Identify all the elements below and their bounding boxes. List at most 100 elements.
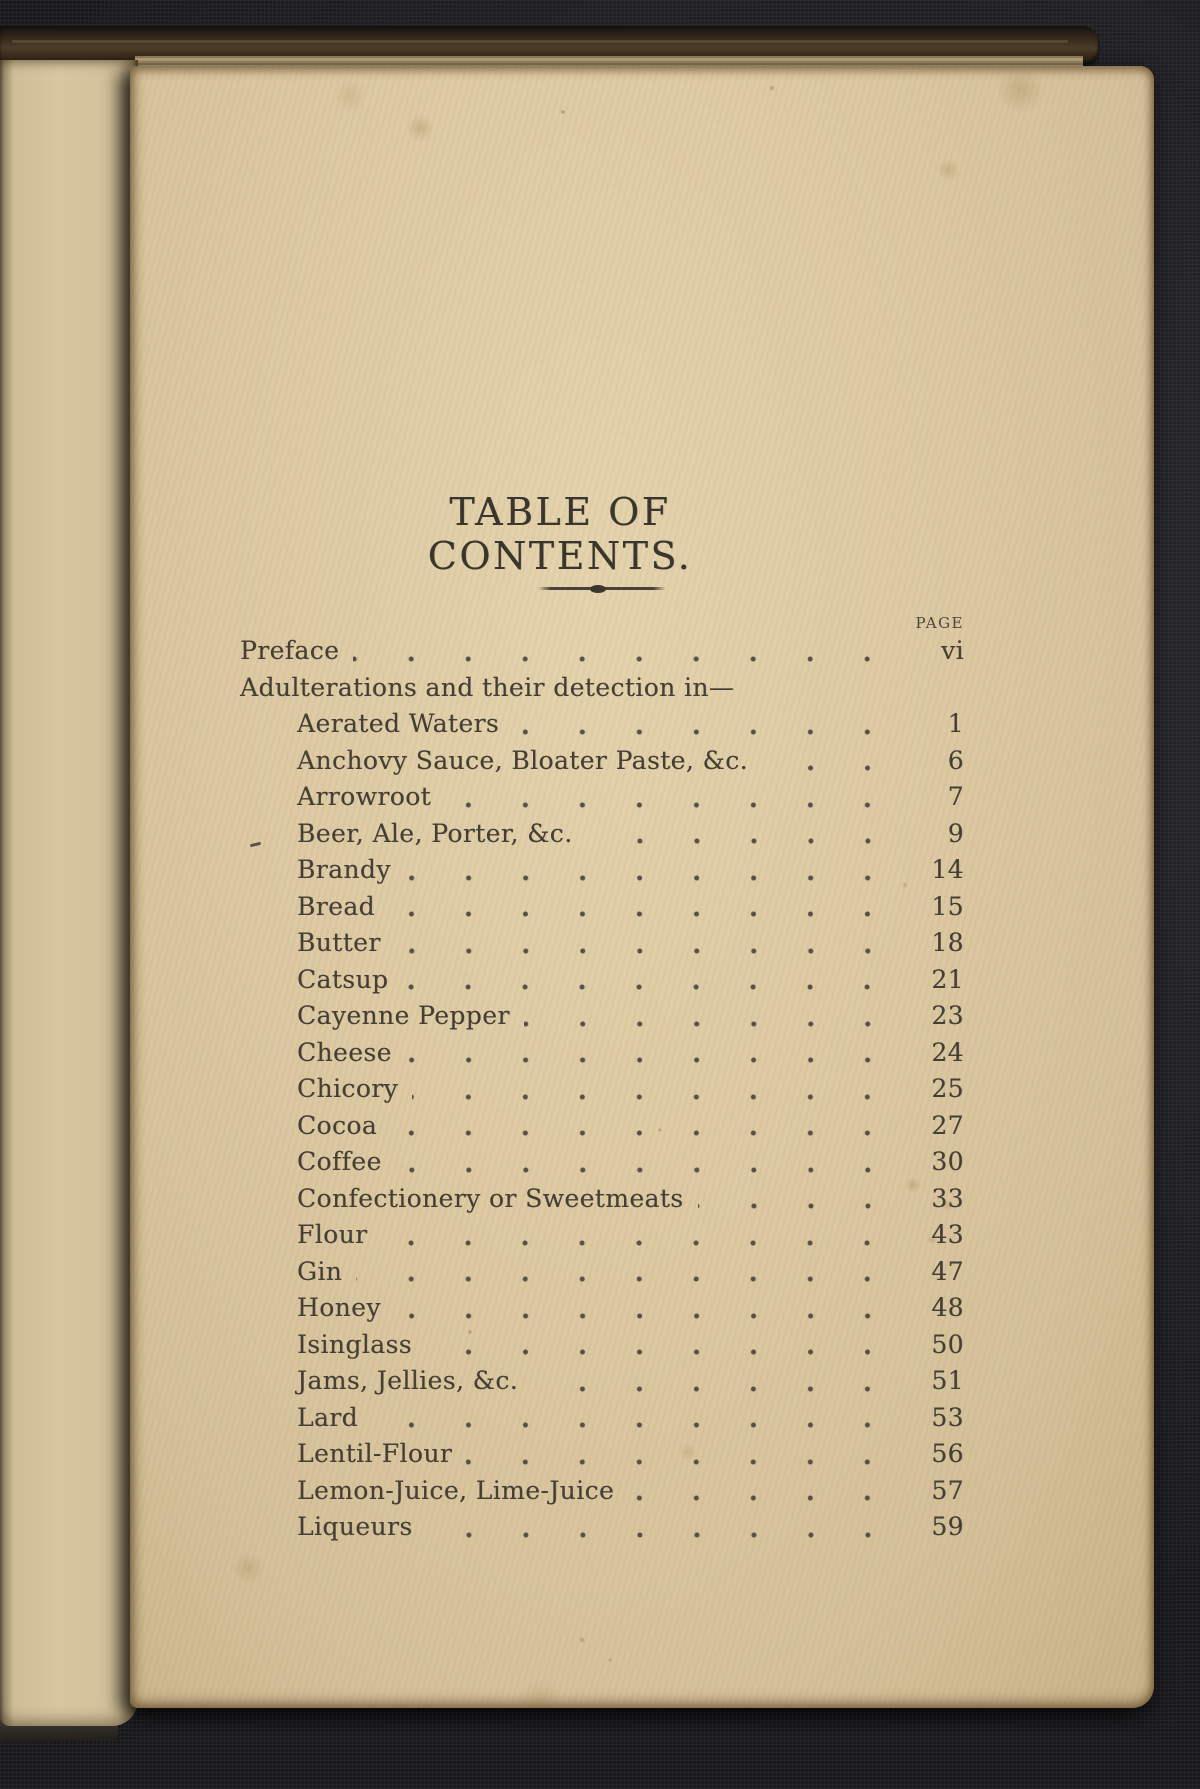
toc-leader-dots bbox=[426, 1509, 902, 1546]
toc-entry-label: Flour bbox=[297, 1220, 368, 1249]
toc-entry-label: Cocoa bbox=[297, 1110, 378, 1140]
toc-row: Jams, Jellies, &c. 51 bbox=[240, 1363, 964, 1400]
toc-leader-dots bbox=[402, 961, 902, 998]
toc-leader-dots bbox=[697, 1180, 902, 1217]
toc-entry-label: Lard bbox=[297, 1402, 359, 1432]
toc-leader-dots bbox=[381, 1217, 902, 1254]
toc-page-number: 57 bbox=[931, 1475, 964, 1505]
toc-page-number: 1 bbox=[947, 709, 964, 738]
toc-leader-dots bbox=[761, 742, 902, 779]
toc-page-number: 9 bbox=[947, 818, 964, 848]
toc-row: Confectionery or Sweetmeats 33 bbox=[240, 1180, 964, 1217]
toc-row: Lentil-Flour 56 bbox=[240, 1436, 964, 1473]
toc-row: Coffee 30 bbox=[240, 1144, 964, 1181]
toc-page-number: 25 bbox=[931, 1074, 964, 1103]
toc-leader-dots bbox=[513, 706, 902, 743]
toc-page-number: 27 bbox=[931, 1110, 964, 1140]
toc-row-preface: Preface vi bbox=[240, 633, 964, 670]
toc-row: Flour 43 bbox=[240, 1217, 964, 1254]
toc-page-number: 51 bbox=[931, 1366, 964, 1395]
toc-leader-dots bbox=[445, 779, 902, 816]
toc-entry-label: Preface bbox=[240, 636, 340, 665]
toc-row: Cheese 24 bbox=[240, 1034, 964, 1071]
toc-leader-dots bbox=[532, 1363, 902, 1400]
toc-row: Lemon-Juice, Lime-Juice 57 bbox=[240, 1472, 964, 1509]
toc-entry-label: Coffee bbox=[297, 1147, 382, 1176]
toc-entry-label: Bread bbox=[297, 891, 376, 921]
toc-row: Beer, Ale, Porter, &c. 9 bbox=[240, 815, 964, 852]
toc-row: Gin 47 bbox=[240, 1253, 964, 1290]
toc-entry-label: Cayenne Pepper bbox=[297, 1001, 510, 1030]
toc-leader-dots bbox=[586, 815, 902, 852]
toc-page-number: 59 bbox=[931, 1512, 964, 1541]
toc-section-heading: Adulterations and their detection in— bbox=[240, 672, 735, 702]
toc-page-number: 6 bbox=[947, 745, 964, 775]
toc-page-number: 14 bbox=[931, 855, 964, 884]
toc-entry-label: Isinglass bbox=[297, 1329, 412, 1359]
toc-row: Isinglass 50 bbox=[240, 1326, 964, 1363]
toc-row: Brandy 14 bbox=[240, 852, 964, 889]
toc-entry-label: Catsup bbox=[297, 964, 389, 994]
toc-page-number: 53 bbox=[931, 1402, 964, 1432]
toc-entry-label: Chicory bbox=[297, 1074, 399, 1103]
divider-ornament bbox=[538, 584, 666, 593]
toc-entry-label: Honey bbox=[297, 1293, 381, 1322]
toc-leader-dots bbox=[628, 1472, 902, 1509]
toc-leader-dots bbox=[394, 925, 902, 962]
toc-entry-label: Anchovy Sauce, Bloater Paste, &c. bbox=[297, 745, 748, 775]
toc-list: Preface vi Adulterations and their detec… bbox=[240, 633, 964, 1546]
toc-row: Anchovy Sauce, Bloater Paste, &c. 6 bbox=[240, 742, 964, 779]
toc-page-number: 43 bbox=[931, 1220, 964, 1249]
toc-leader-dots bbox=[372, 1399, 902, 1436]
toc-page-number: 7 bbox=[947, 782, 964, 811]
toc-entry-label: Arrowroot bbox=[297, 782, 432, 811]
toc-row: Liqueurs 59 bbox=[240, 1509, 964, 1546]
toc-entry-label: Butter bbox=[297, 928, 381, 957]
toc-entry-label: Lentil-Flour bbox=[297, 1439, 453, 1468]
toc-leader-dots bbox=[404, 852, 902, 889]
toc-row: Catsup 21 bbox=[240, 961, 964, 998]
toc-leader-dots bbox=[356, 1253, 902, 1290]
toc-leader-dots bbox=[389, 888, 902, 925]
toc-leader-dots bbox=[425, 1326, 902, 1363]
toc-entry-label: Beer, Ale, Porter, &c. bbox=[297, 818, 573, 848]
toc-row: Bread 15 bbox=[240, 888, 964, 925]
toc-entry-label: Jams, Jellies, &c. bbox=[297, 1366, 519, 1395]
toc-leader-dots bbox=[523, 998, 902, 1035]
toc-leader-dots bbox=[353, 633, 902, 670]
toc-page-number: 48 bbox=[931, 1293, 964, 1322]
toc-row: Butter 18 bbox=[240, 925, 964, 962]
toc-entry-label: Cheese bbox=[297, 1037, 392, 1067]
toc-leader-dots bbox=[466, 1436, 902, 1473]
toc-row: Cayenne Pepper 23 bbox=[240, 998, 964, 1035]
toc-page-number: 24 bbox=[931, 1037, 964, 1067]
flyleaf-page-edge bbox=[0, 60, 138, 1726]
page-title: TABLE OF CONTENTS. bbox=[427, 490, 693, 578]
toc-page-number: 15 bbox=[931, 891, 964, 921]
toc-entry-label: Gin bbox=[297, 1256, 343, 1286]
toc-row: Arrowroot 7 bbox=[240, 779, 964, 816]
toc-page-number: 47 bbox=[931, 1256, 964, 1286]
toc-page-number: 30 bbox=[931, 1147, 964, 1176]
toc-page-number: 18 bbox=[931, 928, 964, 957]
toc-page-number: 23 bbox=[931, 1001, 964, 1030]
toc-leader-dots bbox=[412, 1071, 902, 1108]
toc-row: Lard 53 bbox=[240, 1399, 964, 1436]
toc-entry-label: Liqueurs bbox=[297, 1512, 413, 1541]
book-page: TABLE OF CONTENTS. PAGE Preface vi Adult… bbox=[130, 66, 1154, 1708]
toc-leader-dots bbox=[395, 1144, 902, 1181]
toc-row: Aerated Waters 1 bbox=[240, 706, 964, 743]
toc-entry-label: Brandy bbox=[297, 855, 391, 884]
toc-page-number: 33 bbox=[931, 1183, 964, 1213]
toc-page-number: 56 bbox=[931, 1439, 964, 1468]
page-column-label: PAGE bbox=[915, 614, 964, 632]
toc-row: Cocoa 27 bbox=[240, 1107, 964, 1144]
toc-leader-dots bbox=[391, 1107, 902, 1144]
toc-row: Honey 48 bbox=[240, 1290, 964, 1327]
toc-leader-dots bbox=[394, 1290, 902, 1327]
toc-page-number: 21 bbox=[931, 964, 964, 994]
divider-gem-icon bbox=[590, 584, 607, 593]
toc-row: Chicory 25 bbox=[240, 1071, 964, 1108]
toc-page-number: 50 bbox=[931, 1329, 964, 1359]
